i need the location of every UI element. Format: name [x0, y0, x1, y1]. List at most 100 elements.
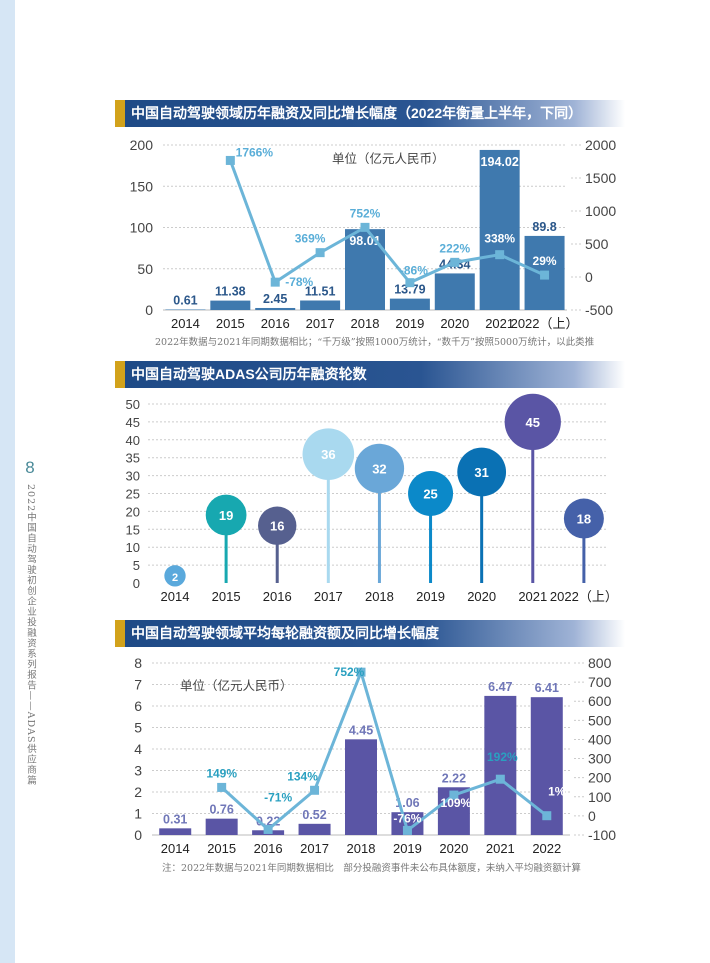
bar-value-label: 194.02: [481, 155, 519, 169]
lollipop-bubble: [563, 498, 604, 539]
bar: [159, 828, 192, 835]
x-tick-label: 2018: [365, 589, 394, 604]
x-tick-label: 2018: [351, 316, 380, 331]
y2-tick-label: 300: [588, 751, 612, 767]
bar: [205, 818, 238, 835]
y-tick-label: 150: [130, 178, 154, 194]
bar-value-label: 0.52: [302, 808, 326, 822]
chart2-funding-rounds: 0 5 10 15 20 25 30 35 40 45 50 2 2014 19 2015 16 2016 36 2…: [126, 393, 618, 604]
bar-value-label: 13.79: [394, 283, 425, 297]
bubble-value-label: 31: [474, 465, 488, 480]
y-tick-label: 45: [126, 415, 140, 430]
growth-label: 29%: [533, 254, 557, 268]
y-tick-label: 50: [126, 397, 140, 412]
y-tick-label: 30: [126, 469, 140, 484]
bar-value-label: 11.38: [215, 285, 246, 299]
x-tick-label: 2015: [212, 589, 241, 604]
y-tick-label: 2: [134, 784, 142, 800]
x-tick-label: 2019: [393, 841, 422, 856]
bubble-value-label: 19: [219, 508, 233, 523]
y-tick-label: 7: [134, 677, 142, 693]
growth-point: [356, 667, 366, 677]
x-tick-label: 2020: [440, 316, 469, 331]
growth-point: [360, 222, 370, 232]
page-number: 8: [25, 458, 35, 477]
lollipop-bubble: [302, 428, 355, 480]
bar-value-label: 0.76: [209, 803, 233, 817]
bar: [165, 309, 206, 310]
growth-point: [217, 782, 227, 792]
y-tick-label: 8: [134, 655, 142, 671]
growth-line: [220, 667, 548, 833]
y2-tick-label: 700: [588, 674, 612, 690]
x-tick-label: 2021: [518, 589, 547, 604]
growth-label: 1%: [548, 785, 566, 799]
x-tick-label: 2016: [261, 316, 290, 331]
x-tick-label: 2016: [263, 589, 292, 604]
bar: [391, 812, 424, 835]
growth-label: 1766%: [236, 145, 274, 159]
y-tick-label: 100: [130, 220, 154, 236]
page-edge-strip: [0, 0, 15, 963]
bar: [389, 298, 430, 310]
y2-tick-label: -100: [588, 827, 616, 843]
chart3-footnote: 注：2022年数据与2021年同期数据相比 部分投融资事件未公布具体额度，未纳入…: [162, 863, 581, 874]
y2-tick-label: 2000: [585, 137, 616, 153]
x-tick-label: 2014: [161, 841, 190, 856]
bar: [434, 273, 475, 310]
x-tick-label: 2022: [532, 841, 561, 856]
growth-point: [315, 248, 325, 258]
x-tick-label: 2021: [485, 316, 514, 331]
x-tick-label: 2022（上）: [511, 316, 579, 331]
growth-point: [495, 774, 505, 784]
growth-label: 752%: [334, 665, 365, 679]
bar: [479, 149, 520, 310]
y2-tick-label: 100: [588, 789, 612, 805]
y-tick-label: 200: [130, 137, 154, 153]
bar-value-label: 4.45: [349, 723, 373, 737]
lollipop-bubble: [258, 506, 297, 545]
y-tick-label: 20: [126, 504, 140, 519]
growth-line: [228, 159, 546, 285]
growth-label: -78%: [285, 275, 313, 289]
lollipop-bubble: [504, 393, 561, 451]
growth-label: 338%: [484, 232, 515, 246]
growth-point: [449, 790, 459, 800]
y2-tick-label: 200: [588, 770, 612, 786]
chart3-average-round-amount: 0 1 2 3 4 5 6 7 8 -100 0 100 200 300 400 500 600 700 800 单位…: [134, 655, 616, 856]
y2-tick-label: 1500: [585, 170, 616, 186]
x-tick-label: 2018: [347, 841, 376, 856]
bubble-value-label: 16: [270, 519, 284, 534]
growth-point: [225, 155, 235, 165]
growth-label: 222%: [439, 241, 470, 255]
bar: [300, 300, 341, 310]
bar-value-label: 0.61: [173, 293, 197, 307]
x-tick-label: 2015: [207, 841, 236, 856]
y-tick-label: 0: [134, 827, 142, 843]
y-tick-label: 1: [134, 806, 142, 822]
x-tick-label: 2019: [416, 589, 445, 604]
x-tick-label: 2020: [467, 589, 496, 604]
bar: [345, 739, 377, 835]
chart1-title: 中国自动驾驶领域历年融资及同比增长幅度（2022年衡量上半年，下同）: [115, 100, 625, 127]
y-tick-label: 35: [126, 451, 140, 466]
growth-label: 149%: [206, 766, 237, 780]
y2-tick-label: -500: [585, 302, 613, 318]
bubble-value-label: 2: [172, 572, 178, 584]
y2-tick-label: 500: [588, 712, 612, 728]
bar-value-label: 2.45: [263, 292, 287, 306]
y2-tick-label: 500: [585, 236, 609, 252]
growth-label: 109%: [441, 796, 472, 810]
lollipop-bubble: [205, 494, 247, 536]
growth-label: 192%: [487, 750, 518, 764]
bar: [484, 695, 517, 835]
y2-tick-label: 600: [588, 693, 612, 709]
y-tick-label: 50: [137, 261, 153, 277]
growth-point: [405, 278, 415, 288]
bar-value-label: 6.41: [535, 681, 559, 695]
y2-tick-label: 0: [585, 269, 593, 285]
x-tick-label: 2017: [314, 589, 343, 604]
growth-point: [542, 811, 552, 821]
x-tick-label: 2017: [300, 841, 329, 856]
bar-value-label: 0.31: [163, 812, 187, 826]
